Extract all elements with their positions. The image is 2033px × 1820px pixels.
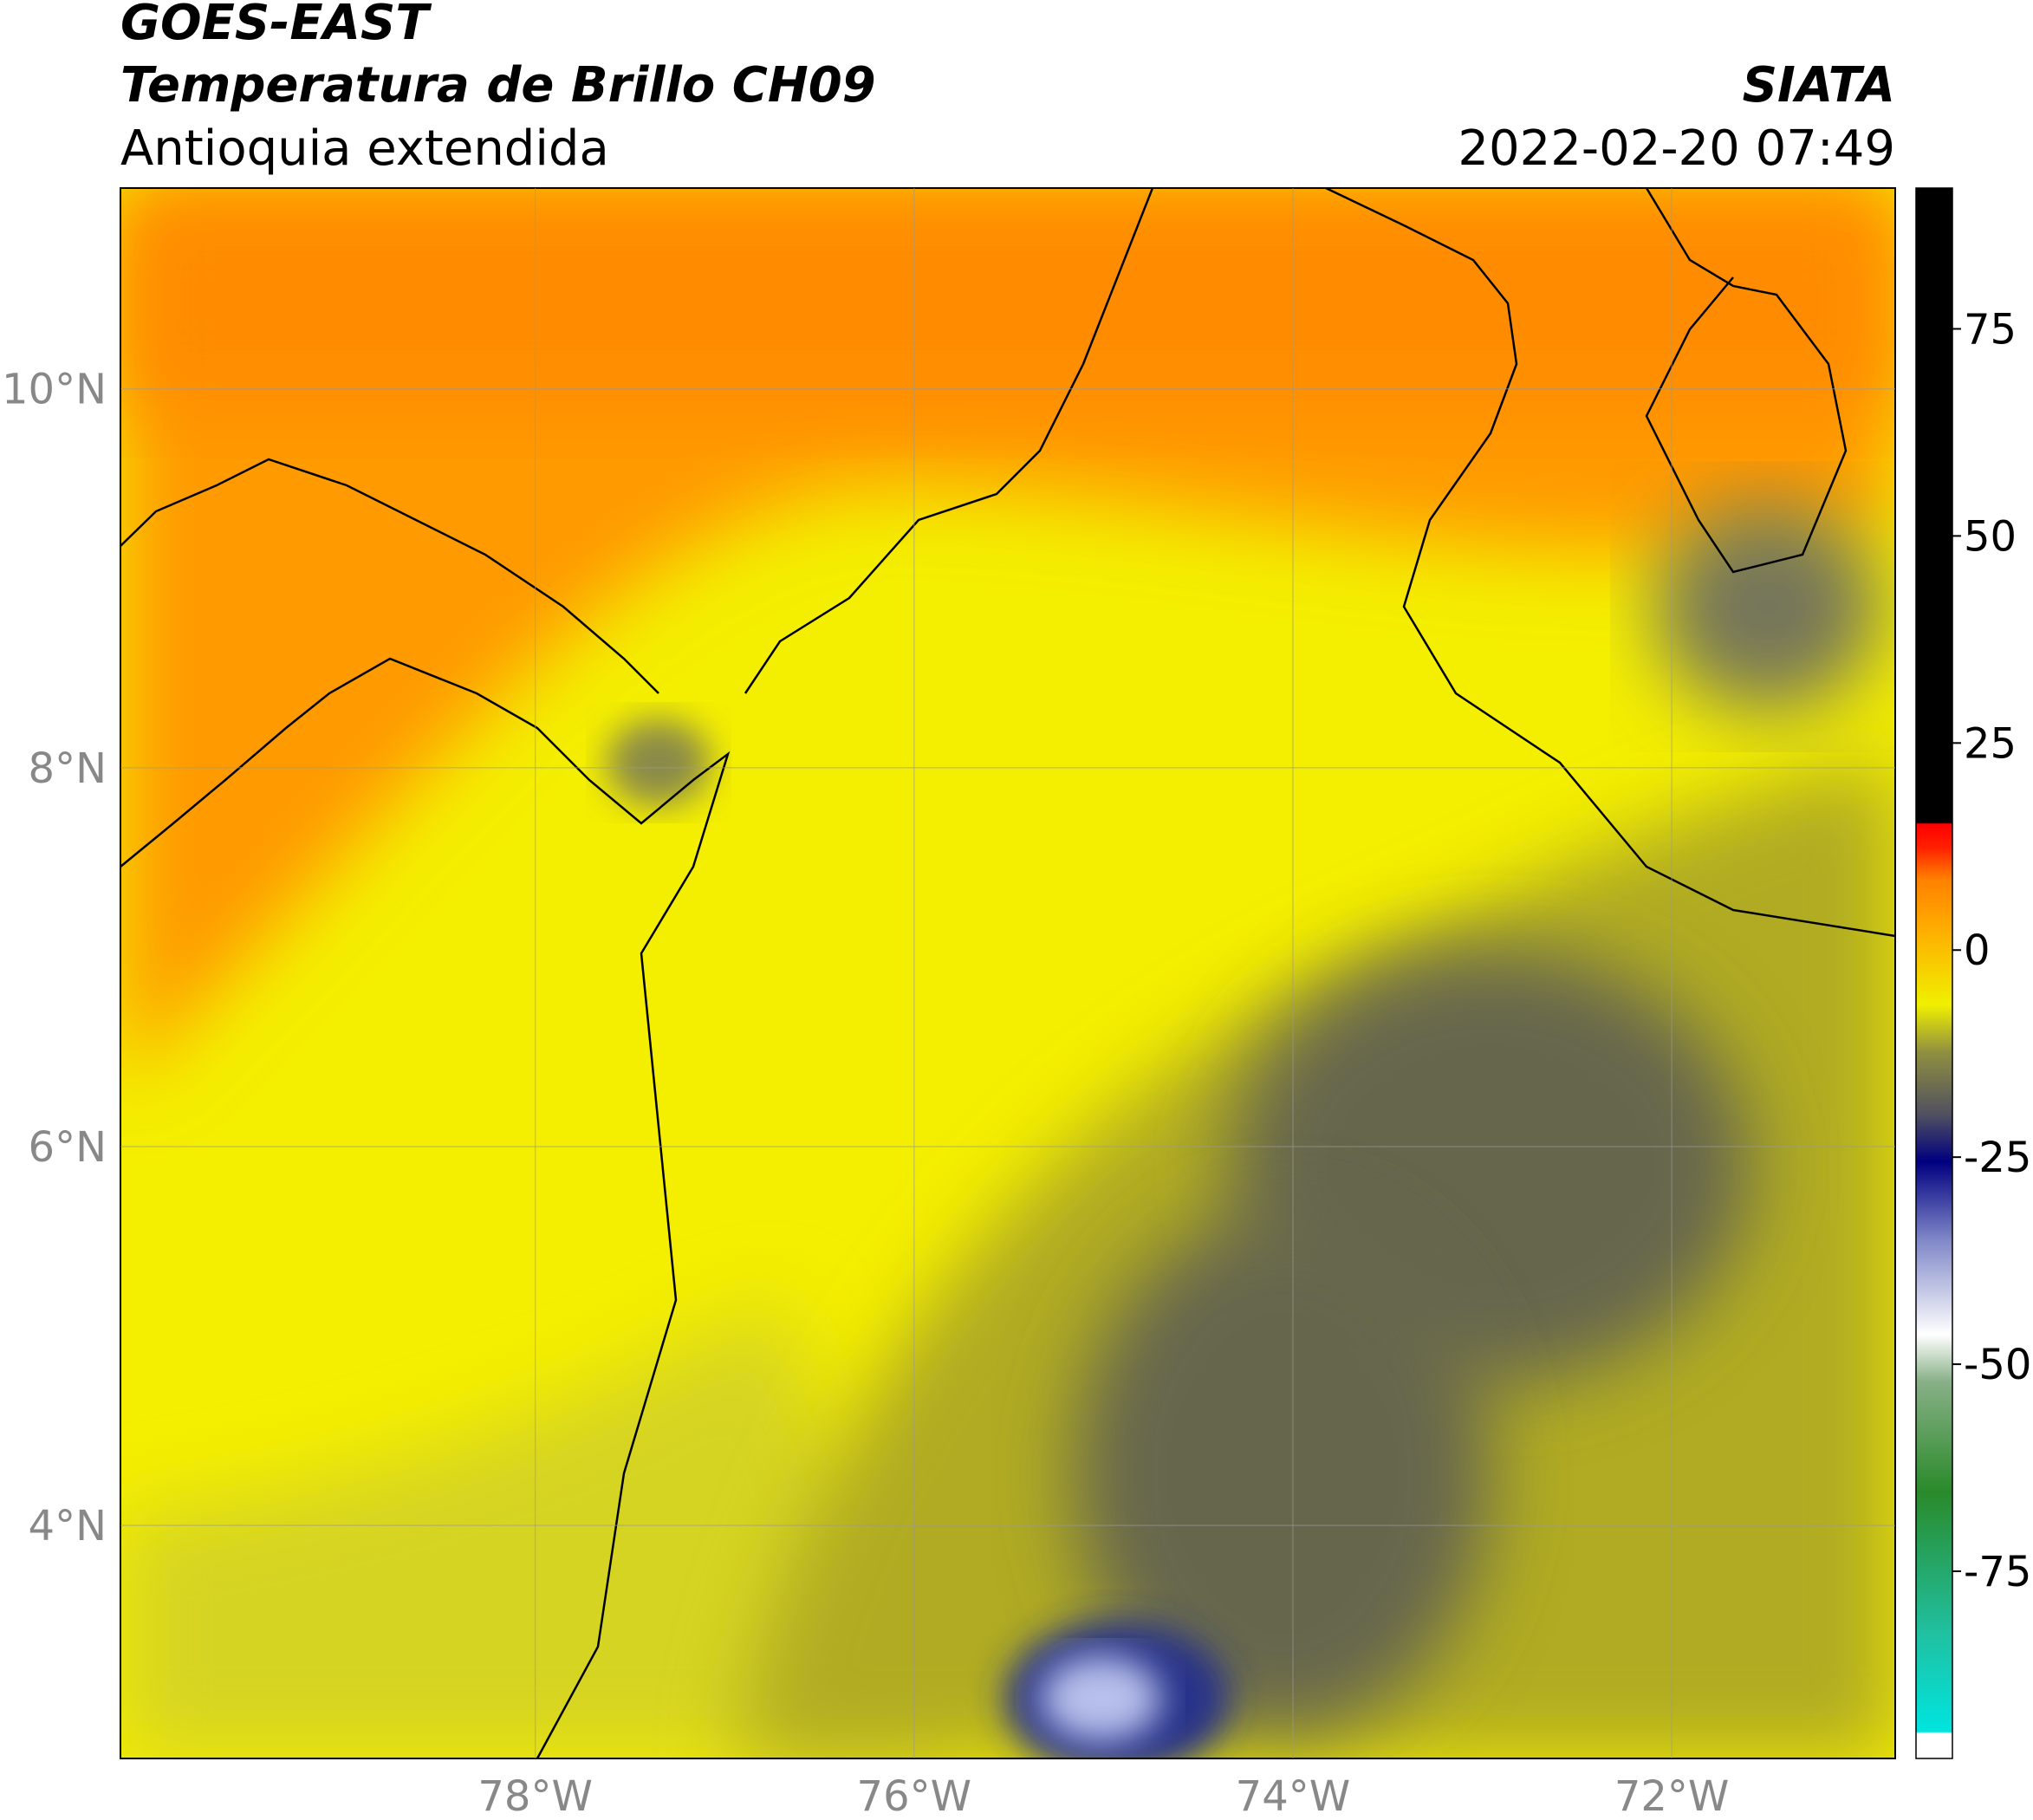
x-tick-label: 74°W	[1236, 1772, 1351, 1820]
map-frame	[120, 187, 1896, 1759]
colorbar-label: -50	[1964, 1341, 2031, 1389]
x-tick-label: 76°W	[857, 1772, 972, 1820]
y-tick-label: 6°N	[29, 1123, 107, 1172]
subtitle: Temperatura de Brillo CH09	[120, 57, 876, 114]
colorbar	[1915, 187, 1953, 1759]
satellite-image	[120, 188, 1895, 1758]
colorbar-label: -25	[1964, 1134, 2031, 1182]
colorbar-label: -75	[1964, 1548, 2031, 1596]
region: Antioquia extendida	[120, 120, 609, 177]
y-tick-label: 10°N	[2, 366, 107, 414]
x-tick-label: 72°W	[1614, 1772, 1730, 1820]
datetime: 2022-02-20 07:49	[1458, 120, 1895, 177]
y-tick-label: 4°N	[29, 1502, 107, 1550]
x-tick-label: 78°W	[477, 1772, 593, 1820]
colorbar-label: 0	[1964, 926, 1991, 975]
colorbar-label: 50	[1964, 512, 2017, 561]
source: SIATA	[1743, 57, 1895, 114]
colorbar-label: 25	[1964, 719, 2017, 768]
title: GOES-EAST	[120, 0, 432, 51]
colorbar-label: 75	[1964, 305, 2017, 354]
y-tick-label: 8°N	[29, 744, 107, 793]
